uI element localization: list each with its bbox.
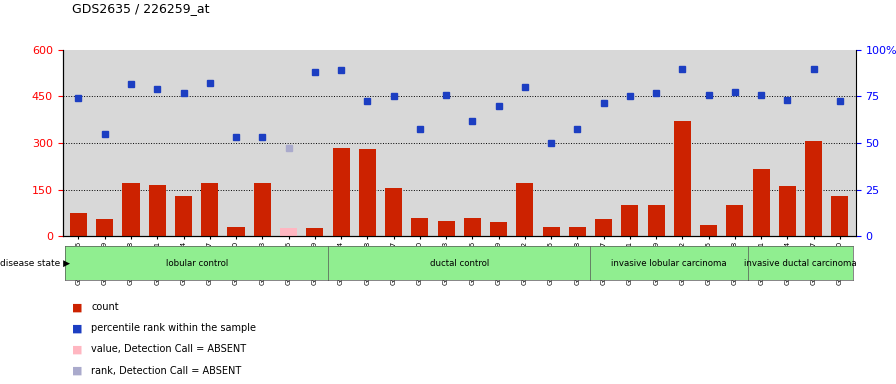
Text: ductal control: ductal control [429, 258, 489, 268]
Bar [700, 225, 717, 236]
Bar [595, 219, 612, 236]
Bar [123, 184, 140, 236]
Bar [779, 187, 796, 236]
Text: ■: ■ [72, 323, 82, 333]
Bar [254, 184, 271, 236]
Bar [569, 227, 586, 236]
Bar [727, 205, 744, 236]
Bar [358, 149, 375, 236]
Bar [306, 228, 323, 236]
Text: ■: ■ [72, 302, 82, 312]
Text: lobular control: lobular control [166, 258, 228, 268]
Bar [70, 213, 87, 236]
Bar [228, 227, 245, 236]
Text: GDS2635 / 226259_at: GDS2635 / 226259_at [72, 2, 209, 15]
Bar [831, 196, 849, 236]
Bar [385, 188, 402, 236]
Bar [648, 205, 665, 236]
Bar [490, 222, 507, 236]
Bar [332, 148, 349, 236]
Bar [464, 217, 481, 236]
Text: count: count [91, 302, 119, 312]
Bar [437, 221, 454, 236]
Bar [806, 141, 823, 236]
Bar [411, 217, 428, 236]
Text: percentile rank within the sample: percentile rank within the sample [91, 323, 256, 333]
Text: value, Detection Call = ABSENT: value, Detection Call = ABSENT [91, 344, 246, 354]
Bar [149, 185, 166, 236]
Text: disease state ▶: disease state ▶ [0, 258, 70, 268]
Bar [543, 227, 560, 236]
Text: ■: ■ [72, 344, 82, 354]
Bar [674, 121, 691, 236]
Bar [202, 184, 219, 236]
Bar [516, 184, 533, 236]
Bar [621, 205, 639, 236]
Text: ■: ■ [72, 366, 82, 376]
Bar [175, 196, 192, 236]
Text: invasive ductal carcinoma: invasive ductal carcinoma [745, 258, 857, 268]
Text: invasive lobular carcinoma: invasive lobular carcinoma [611, 258, 727, 268]
Bar [280, 228, 297, 236]
Bar [753, 169, 770, 236]
Bar [96, 219, 113, 236]
Text: rank, Detection Call = ABSENT: rank, Detection Call = ABSENT [91, 366, 242, 376]
